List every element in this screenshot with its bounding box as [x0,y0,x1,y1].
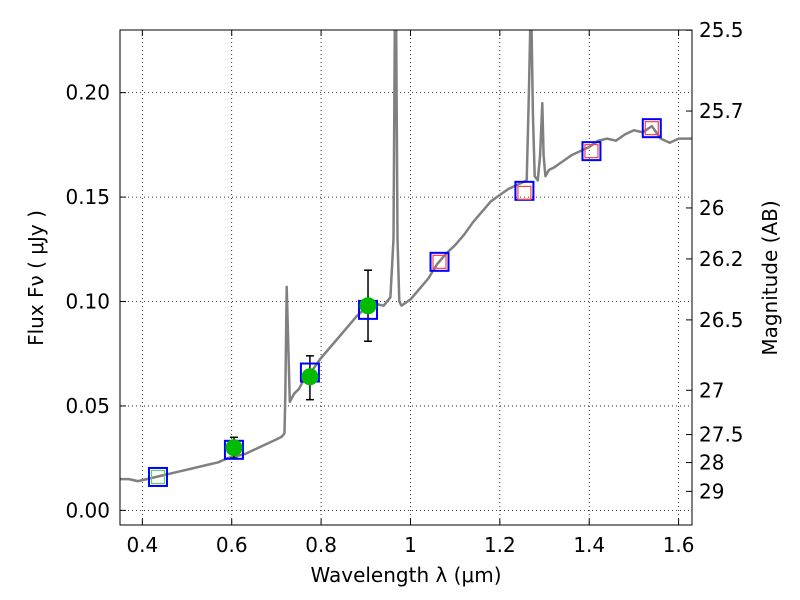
spectrum-line [120,30,692,483]
x-tick-label: 1.6 [663,533,695,557]
photometry-markers [147,118,662,487]
tick-labels: 0.4 0.6 0.8 1 1.2 1.4 1.6 0.00 0.05 0.10 0.15 0.20 2… [65,18,743,557]
model-spectrum [120,30,692,483]
x-tick-label: 0.4 [126,533,158,557]
measured-point [359,297,377,315]
model-square-marker [432,254,447,269]
measured-point [301,368,319,386]
y2-tick-label: 27.5 [699,423,744,447]
axis-ticks [120,29,692,525]
band-square-marker [581,141,602,162]
plot-frame [119,29,693,526]
y2-tick-label: 26.2 [699,247,744,271]
model-square-marker [584,144,599,159]
model-square-marker [517,185,532,201]
y-tick-label: 0.00 [65,498,110,522]
grid-lines [120,30,692,525]
y2-tick-label: 28 [699,451,724,475]
band-square-marker [641,118,662,139]
x-tick-label: 1.4 [573,533,605,557]
x-tick-label: 1 [404,533,417,557]
model-square-marker [644,121,659,136]
y2-axis-title: Magnitude (AB) [758,200,782,355]
x-tick-label: 1.2 [484,533,516,557]
model-square-marker [150,469,166,485]
y-tick-label: 0.05 [65,394,110,418]
y2-tick-label: 25.7 [699,99,744,123]
y-tick-label: 0.10 [65,290,110,314]
y-axis-title: Flux Fν ( μJy ) [24,210,48,346]
band-square-marker [147,466,168,487]
y-tick-label: 0.20 [65,81,110,105]
y2-tick-label: 26.5 [699,308,744,332]
y-tick-label: 0.15 [65,185,110,209]
y2-tick-label: 27 [699,378,724,402]
y2-tick-label: 26 [699,196,724,220]
band-square-marker [429,251,450,272]
x-axis-title: Wavelength λ (μm) [310,563,501,587]
y2-tick-label: 25.5 [699,18,744,42]
y2-tick-label: 29 [699,479,724,503]
measured-point [225,439,243,457]
x-tick-label: 0.6 [216,533,248,557]
x-tick-label: 0.8 [305,533,337,557]
